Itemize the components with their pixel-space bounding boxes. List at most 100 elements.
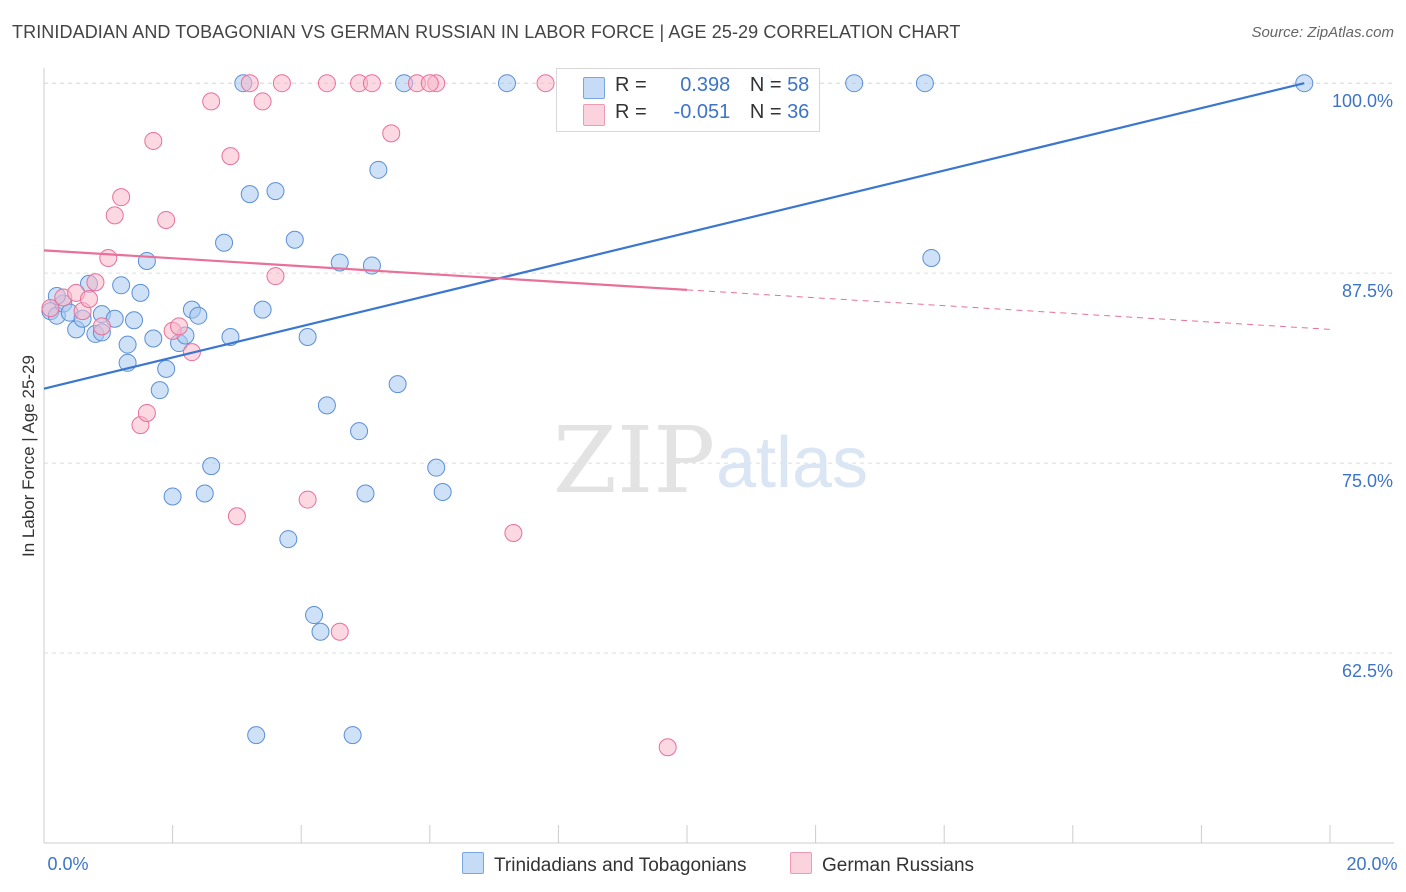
point-german-russian <box>272 74 291 93</box>
point-trinidadian <box>497 74 516 93</box>
point-trinidadian <box>118 335 137 354</box>
point-german-russian <box>504 524 523 542</box>
point-german-russian <box>92 317 111 336</box>
point-german-russian <box>658 738 677 757</box>
trend-line-german-russian-extension <box>686 289 1331 330</box>
point-trinidadian <box>330 253 349 272</box>
trend-lines <box>43 82 1331 390</box>
point-trinidadian <box>215 233 234 252</box>
legend-item-trinidadians: Trinidadians and Tobagonians <box>462 852 746 877</box>
correlation-legend: R = 0.398 N = 58 R = -0.051 N = 36 <box>556 68 820 132</box>
point-trinidadian <box>144 329 163 348</box>
axes <box>43 68 1394 844</box>
point-german-russian <box>298 490 317 509</box>
point-trinidadian <box>279 530 298 549</box>
y-tick-label: 62.5% <box>1342 661 1393 681</box>
legend-item-german-russians: German Russians <box>790 852 974 877</box>
data-points <box>41 74 1314 757</box>
watermark-atlas: atlas <box>716 423 868 503</box>
point-german-russian <box>41 299 60 318</box>
point-german-russian <box>105 206 124 225</box>
point-trinidadian <box>137 251 156 270</box>
point-trinidadian <box>285 230 304 249</box>
point-trinidadian <box>112 276 131 295</box>
legend-r-label: R = <box>615 101 647 123</box>
point-trinidadian <box>125 311 144 330</box>
tick-labels: 62.5% 75.0% 87.5% 100.0% 0.0% 20.0% In Labor F… <box>19 91 1398 874</box>
point-trinidadian <box>922 248 941 267</box>
point-trinidadian <box>356 484 375 503</box>
legend-swatch-blue <box>583 77 605 99</box>
trend-line-trinidadian <box>43 82 1305 390</box>
point-german-russian <box>221 147 240 166</box>
point-trinidadian <box>343 726 362 745</box>
point-trinidadian <box>163 487 182 506</box>
point-trinidadian <box>369 160 388 179</box>
point-trinidadian <box>915 74 934 93</box>
point-trinidadian <box>240 185 259 204</box>
point-german-russian <box>86 273 105 292</box>
point-trinidadian <box>350 422 369 441</box>
point-german-russian <box>157 210 176 229</box>
legend-n-label: N = <box>749 101 782 123</box>
point-trinidadian <box>388 375 407 394</box>
x-tick-label-max: 20.0% <box>1346 854 1397 874</box>
y-tick-label: 100.0% <box>1332 91 1393 111</box>
point-trinidadian <box>298 327 317 346</box>
legend-r-value: 0.398 <box>680 74 731 96</box>
point-trinidadian <box>247 726 266 745</box>
point-german-russian <box>382 124 401 143</box>
chart-title: TRINIDADIAN AND TOBAGONIAN VS GERMAN RUS… <box>12 22 961 42</box>
gridlines <box>44 82 1394 654</box>
y-tick-label: 87.5% <box>1342 281 1393 301</box>
point-german-russian <box>266 267 285 286</box>
point-trinidadian <box>131 283 150 302</box>
point-trinidadian <box>202 457 221 476</box>
legend-n-label: N = <box>749 74 782 96</box>
x-tick-label-min: 0.0% <box>47 854 88 874</box>
legend-swatch-blue <box>462 852 484 874</box>
point-trinidadian <box>253 300 272 319</box>
y-tick-label: 75.0% <box>1342 471 1393 491</box>
point-german-russian <box>330 622 349 641</box>
point-trinidadian <box>433 482 452 501</box>
point-german-russian <box>99 248 118 267</box>
point-trinidadian <box>305 606 324 625</box>
point-trinidadian <box>427 458 446 477</box>
legend-swatch-pink <box>583 104 605 126</box>
legend-r-value: -0.051 <box>673 101 731 123</box>
point-german-russian <box>80 289 99 308</box>
point-trinidadian <box>157 359 176 378</box>
trend-line-german-russian <box>43 249 688 291</box>
watermark: ZIP atlas <box>553 407 868 514</box>
point-german-russian <box>240 74 259 93</box>
point-german-russian <box>144 131 163 150</box>
point-german-russian <box>317 74 336 93</box>
legend-r-label: R = <box>615 74 647 96</box>
point-trinidadian <box>189 306 208 325</box>
point-trinidadian <box>845 74 864 93</box>
point-german-russian <box>170 317 189 336</box>
point-trinidadian <box>266 182 285 201</box>
point-german-russian <box>420 74 439 93</box>
point-german-russian <box>253 92 272 111</box>
point-trinidadian <box>221 327 240 346</box>
legend-swatch-pink <box>790 852 812 874</box>
point-trinidadian <box>195 484 214 503</box>
legend-n-value: 58 <box>787 74 810 96</box>
legend-label: Trinidadians and Tobagonians <box>494 855 747 876</box>
point-german-russian <box>536 74 555 93</box>
point-german-russian <box>362 74 381 93</box>
point-trinidadian <box>311 622 330 641</box>
point-trinidadian <box>317 396 336 415</box>
chart-source: Source: ZipAtlas.com <box>1251 24 1394 41</box>
y-axis-title: In Labor Force | Age 25-29 <box>19 355 38 557</box>
point-german-russian <box>227 507 246 526</box>
point-german-russian <box>202 92 221 111</box>
legend-label: German Russians <box>822 855 975 876</box>
point-german-russian <box>137 403 156 422</box>
point-trinidadian <box>150 381 169 400</box>
point-german-russian <box>112 188 131 207</box>
legend-n-value: 36 <box>787 101 810 123</box>
